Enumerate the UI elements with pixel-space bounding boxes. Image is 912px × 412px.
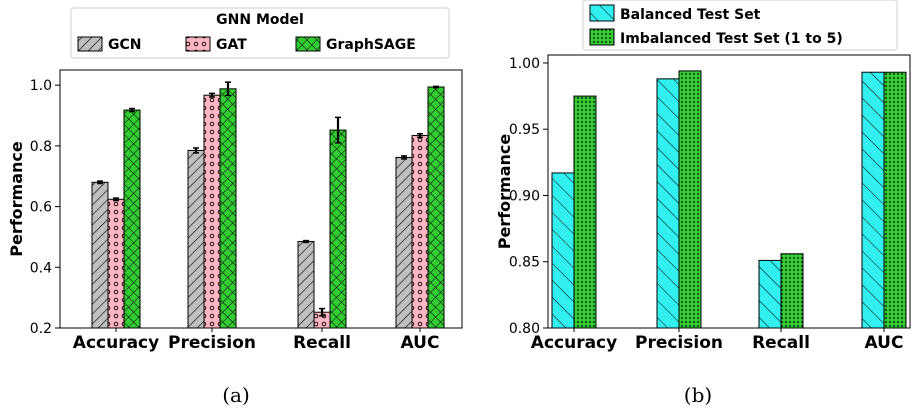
legend-label-balanced-test-set: Balanced Test Set xyxy=(620,7,761,23)
bar-gcn-auc xyxy=(395,156,413,329)
y-tick-label: 0.4 xyxy=(30,260,52,276)
legend-swatch-gat xyxy=(185,36,211,52)
y-tick-label: 1.0 xyxy=(30,78,52,94)
bar-imbalanced-test-set-1-to-5-recall xyxy=(780,253,804,329)
bar-imbalanced-test-set-1-to-5-auc xyxy=(883,71,907,329)
y-tick-label: 0.80 xyxy=(509,321,540,337)
y-axis-label: Performance xyxy=(495,134,514,250)
x-tick-label-accuracy: Accuracy xyxy=(73,333,159,353)
bar-graphsage-recall xyxy=(329,129,347,329)
bar-gat-auc xyxy=(411,135,429,329)
panel-caption: (b) xyxy=(684,383,712,407)
bar-graphsage-precision xyxy=(219,88,237,329)
x-tick-label-precision: Precision xyxy=(635,333,723,353)
chart-a: 0.2 0.4 0.6 0.8 1.0 Performance Accuracy Precis… xyxy=(7,7,463,407)
y-tick-label: 0.6 xyxy=(30,200,52,216)
legend-box xyxy=(582,0,898,51)
bar-imbalanced-test-set-1-to-5-precision xyxy=(678,70,702,329)
legend: Balanced Test Set Imbalanced Test Set (1 … xyxy=(582,0,898,51)
bar-gcn-recall xyxy=(297,240,315,329)
legend-label-gat: GAT xyxy=(216,37,247,53)
x-tick-label-accuracy: Accuracy xyxy=(531,333,617,353)
y-tick-label: 0.8 xyxy=(30,139,52,155)
bar-gat-accuracy xyxy=(107,198,125,329)
bar-balanced-test-set-recall xyxy=(758,259,782,329)
x-tick-label-recall: Recall xyxy=(293,333,351,353)
bar-balanced-test-set-auc xyxy=(861,71,885,329)
y-axis-label: Performance xyxy=(7,141,26,257)
legend-swatch-gcn xyxy=(77,36,103,52)
y-tick-label: 0.2 xyxy=(30,321,52,337)
x-tick-label-auc: AUC xyxy=(865,333,904,353)
legend-box xyxy=(70,7,450,59)
legend-swatch-imbalanced-test-set-1-to-5 xyxy=(589,28,615,46)
y-tick-label: 0.90 xyxy=(509,188,540,204)
bar-imbalanced-test-set-1-to-5-accuracy xyxy=(573,95,597,329)
panel-caption: (a) xyxy=(222,383,250,407)
y-tick-label: 1.00 xyxy=(509,56,540,72)
bar-gcn-precision xyxy=(187,149,205,329)
bar-gcn-accuracy xyxy=(91,181,109,329)
chart-b: 0.80 0.85 0.90 0.95 1.00 Performance Accuracy P… xyxy=(495,0,911,407)
bar-graphsage-accuracy xyxy=(123,109,141,329)
bar-graphsage-auc xyxy=(427,86,445,329)
bar-balanced-test-set-precision xyxy=(656,78,680,329)
y-tick-label: 0.85 xyxy=(509,255,540,271)
legend-label-gcn: GCN xyxy=(108,37,141,53)
plot-frame xyxy=(547,54,911,329)
legend-label-graphsage: GraphSAGE xyxy=(326,37,416,53)
x-tick-label-auc: AUC xyxy=(401,333,440,353)
bar-gat-precision xyxy=(203,94,221,329)
plot-frame xyxy=(59,69,463,329)
x-tick-label-recall: Recall xyxy=(752,333,810,353)
legend-swatch-graphsage xyxy=(295,36,321,52)
legend: GNN Model GCN GAT GraphSAGE xyxy=(70,7,450,59)
legend-title: GNN Model xyxy=(216,12,304,28)
legend-swatch-balanced-test-set xyxy=(589,4,615,22)
y-tick-label: 0.95 xyxy=(509,122,540,138)
x-tick-label-precision: Precision xyxy=(168,333,256,353)
bar-balanced-test-set-accuracy xyxy=(551,172,575,329)
legend-label-imbalanced-test-set-1-to-5: Imbalanced Test Set (1 to 5) xyxy=(620,31,843,47)
